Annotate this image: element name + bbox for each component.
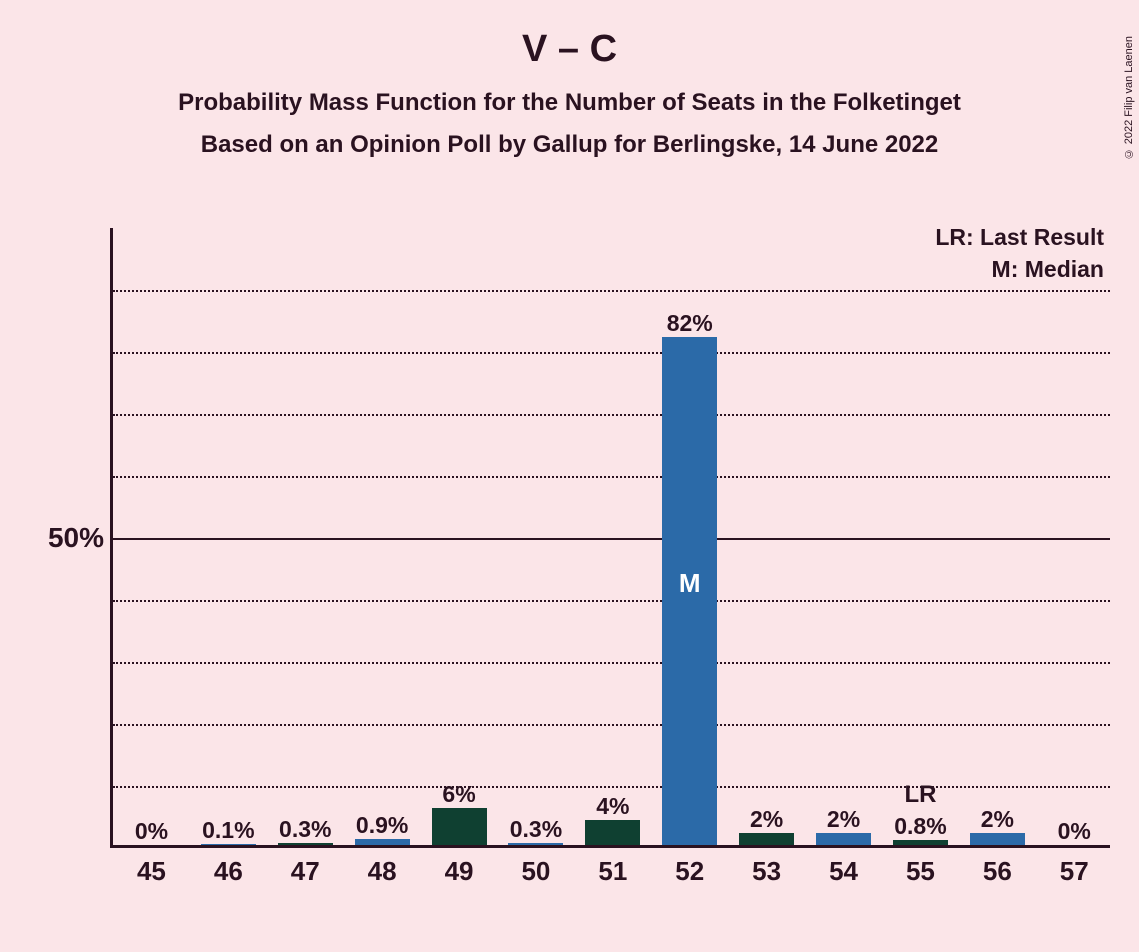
bar-value-label: 0.1%: [202, 817, 254, 844]
gridline: [113, 662, 1110, 664]
x-tick-label: 53: [752, 856, 781, 887]
x-axis: [110, 845, 1110, 848]
bar-value-label: 0.9%: [356, 812, 408, 839]
bar-value-label: 2%: [750, 806, 783, 833]
x-tick-label: 48: [368, 856, 397, 887]
x-tick-label: 56: [983, 856, 1012, 887]
bar: [970, 833, 1025, 845]
gridline: [113, 538, 1110, 540]
gridline: [113, 786, 1110, 788]
gridline: [113, 290, 1110, 292]
bar: [585, 820, 640, 845]
chart-subtitle-1: Probability Mass Function for the Number…: [0, 89, 1139, 117]
copyright-text: © 2022 Filip van Laenen: [1123, 36, 1135, 159]
legend-lr: LR: Last Result: [935, 224, 1104, 251]
legend-m: M: Median: [992, 256, 1104, 283]
x-tick-label: 51: [598, 856, 627, 887]
chart-subtitle-2: Based on an Opinion Poll by Gallup for B…: [0, 131, 1139, 159]
bar: [201, 844, 256, 845]
x-tick-label: 57: [1060, 856, 1089, 887]
x-tick-label: 54: [829, 856, 858, 887]
chart-plot-area: M 0% 0.1% 0.3% 0.9% 6% 0.3% 4% 82% 2% 2% 0.8% LR 2% 0…: [110, 228, 1110, 848]
bar-value-label: 6%: [442, 781, 475, 808]
bar-value-label: 4%: [596, 793, 629, 820]
bar: [278, 843, 333, 845]
chart-title: V – C: [0, 28, 1139, 71]
median-marker: M: [679, 568, 701, 599]
x-tick-label: 47: [291, 856, 320, 887]
x-tick-label: 45: [137, 856, 166, 887]
bar-value-label: 0.3%: [510, 816, 562, 843]
bar: [355, 839, 410, 845]
bar-value-label: 2%: [827, 806, 860, 833]
bar: [432, 808, 487, 845]
bar-value-label: 0.3%: [279, 816, 331, 843]
bar-value-label: 2%: [981, 806, 1014, 833]
bar: [816, 833, 871, 845]
lr-marker: LR: [904, 781, 936, 809]
bar: [739, 833, 794, 845]
x-tick-label: 50: [521, 856, 550, 887]
x-tick-label: 49: [445, 856, 474, 887]
bar-value-label: 0%: [1058, 818, 1091, 845]
bar-value-label: 82%: [667, 310, 713, 337]
gridline: [113, 724, 1110, 726]
gridline: [113, 476, 1110, 478]
x-tick-label: 52: [675, 856, 704, 887]
gridline: [113, 352, 1110, 354]
bar-value-label: 0%: [135, 818, 168, 845]
bar: [508, 843, 563, 845]
x-tick-label: 46: [214, 856, 243, 887]
bar-value-label: 0.8%: [894, 813, 946, 840]
bar: [893, 840, 948, 845]
gridline: [113, 414, 1110, 416]
gridline: [113, 600, 1110, 602]
y-axis-label-50: 50%: [48, 522, 104, 554]
x-tick-label: 55: [906, 856, 935, 887]
